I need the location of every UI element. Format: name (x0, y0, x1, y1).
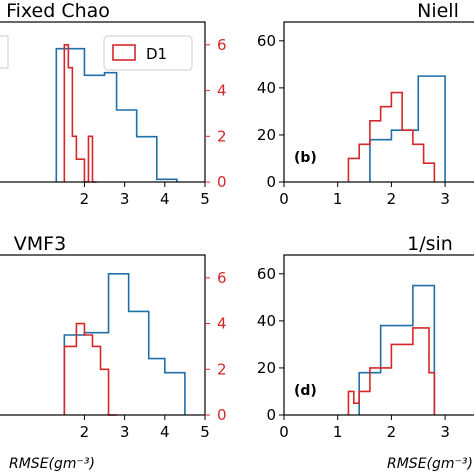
plot-frame (0, 254, 206, 416)
panel-title: VMF3 (14, 233, 66, 255)
right-y-tick-label: 2 (217, 360, 227, 378)
panel-tag-label: (b) (294, 150, 317, 166)
x-tick-label: 1 (333, 423, 343, 441)
left-y-tick-label: 60 (257, 265, 276, 283)
x-tick-label: 4 (160, 190, 170, 208)
plot-frame (0, 21, 206, 183)
chart-panel-4: 1/sin 0 1 2 3 0 20 40 60 (d) RMSE(gm⁻³) (257, 233, 474, 472)
left-y-tick-label: 60 (257, 32, 276, 50)
x-tick-label: 5 (200, 190, 210, 208)
x-axis-label: RMSE(gm⁻³) (9, 456, 95, 472)
left-y-tick-label: 0 (266, 173, 276, 191)
x-axis-label: RMSE(gm⁻³) (387, 456, 473, 472)
histogram-series-red (63, 322, 117, 416)
x-tick-label: 0 (279, 423, 289, 441)
chart-panel-2: Niell 0 1 2 3 0 20 40 60 (b) (257, 0, 474, 208)
x-tick-label: 1 (333, 190, 343, 208)
histogram-series-blue (63, 273, 186, 415)
x-tick-label: 2 (80, 190, 90, 208)
plot-frame (283, 21, 474, 183)
panel-tag-label: (d) (294, 383, 317, 399)
panel-title: Niell (417, 0, 459, 22)
legend-swatch (112, 44, 136, 61)
partial-legend-box-edge (0, 35, 9, 69)
right-y-tick-label: 4 (217, 315, 227, 333)
right-y-tick-label: 6 (217, 36, 227, 54)
left-y-tick-label: 0 (266, 406, 276, 424)
panel-title: Fixed Chao (6, 0, 110, 22)
right-y-tick-label: 0 (217, 173, 227, 191)
histogram-series-red (347, 91, 436, 182)
x-tick-label: 4 (160, 423, 170, 441)
x-tick-label: 2 (80, 423, 90, 441)
histogram-series-red (63, 44, 97, 183)
right-y-tick-label: 0 (217, 406, 227, 424)
histogram-series-red (347, 327, 436, 415)
right-y-tick-label: 4 (217, 82, 227, 100)
left-y-tick-label: 40 (257, 312, 276, 330)
legend: D1 (103, 35, 193, 71)
right-y-tick-label: 6 (217, 269, 227, 287)
chart-panel-1: Fixed Chao 2 3 4 50 2 4 6 D1 (0, 0, 227, 208)
histogram-series-blue (358, 284, 436, 415)
legend-label: D1 (146, 45, 167, 63)
right-y-tick-label: 2 (217, 127, 227, 145)
plot-frame (283, 254, 474, 416)
x-tick-label: 2 (387, 423, 397, 441)
x-tick-label: 3 (440, 190, 450, 208)
x-tick-label: 3 (120, 423, 130, 441)
left-y-tick-label: 40 (257, 79, 276, 97)
panel-title: 1/sin (407, 233, 453, 255)
x-tick-label: 2 (387, 190, 397, 208)
x-tick-label: 0 (279, 190, 289, 208)
x-tick-label: 3 (440, 423, 450, 441)
x-tick-label: 5 (200, 423, 210, 441)
left-y-tick-label: 20 (257, 359, 276, 377)
histogram-series-blue (55, 47, 178, 182)
x-tick-label: 3 (120, 190, 130, 208)
left-y-tick-label: 20 (257, 126, 276, 144)
chart-panel-3: VMF3 2 3 4 50 2 4 6 RMSE(gm⁻³) (0, 233, 227, 472)
